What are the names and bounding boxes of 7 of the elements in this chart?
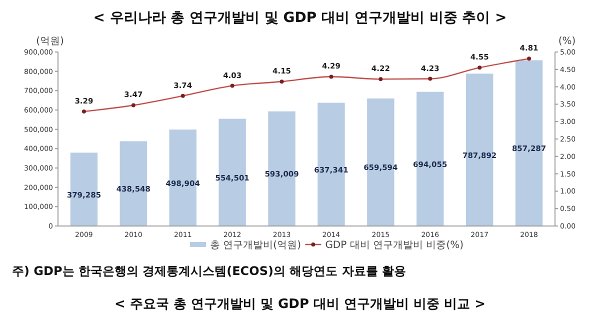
- y-axis-title: (억원): [36, 36, 64, 47]
- text: < 주요국 총 연구개발비 및 GDP 대비 연구개발비 비중 비교 >: [114, 297, 486, 312]
- legend-label: 총 연구개발비(억원): [210, 240, 302, 251]
- text: 주) GDP는 한국은행의 경제통계시스템(ECOS)의 해당연도 자료를 활용: [12, 264, 406, 278]
- chart-title: < 우리나라 총 연구개발비 및 GDP 대비 연구개발비 비중 추이 >: [93, 10, 507, 26]
- legend-label: GDP 대비 연구개발비 비중(%): [325, 240, 464, 251]
- y2-axis-title: (%): [558, 36, 576, 47]
